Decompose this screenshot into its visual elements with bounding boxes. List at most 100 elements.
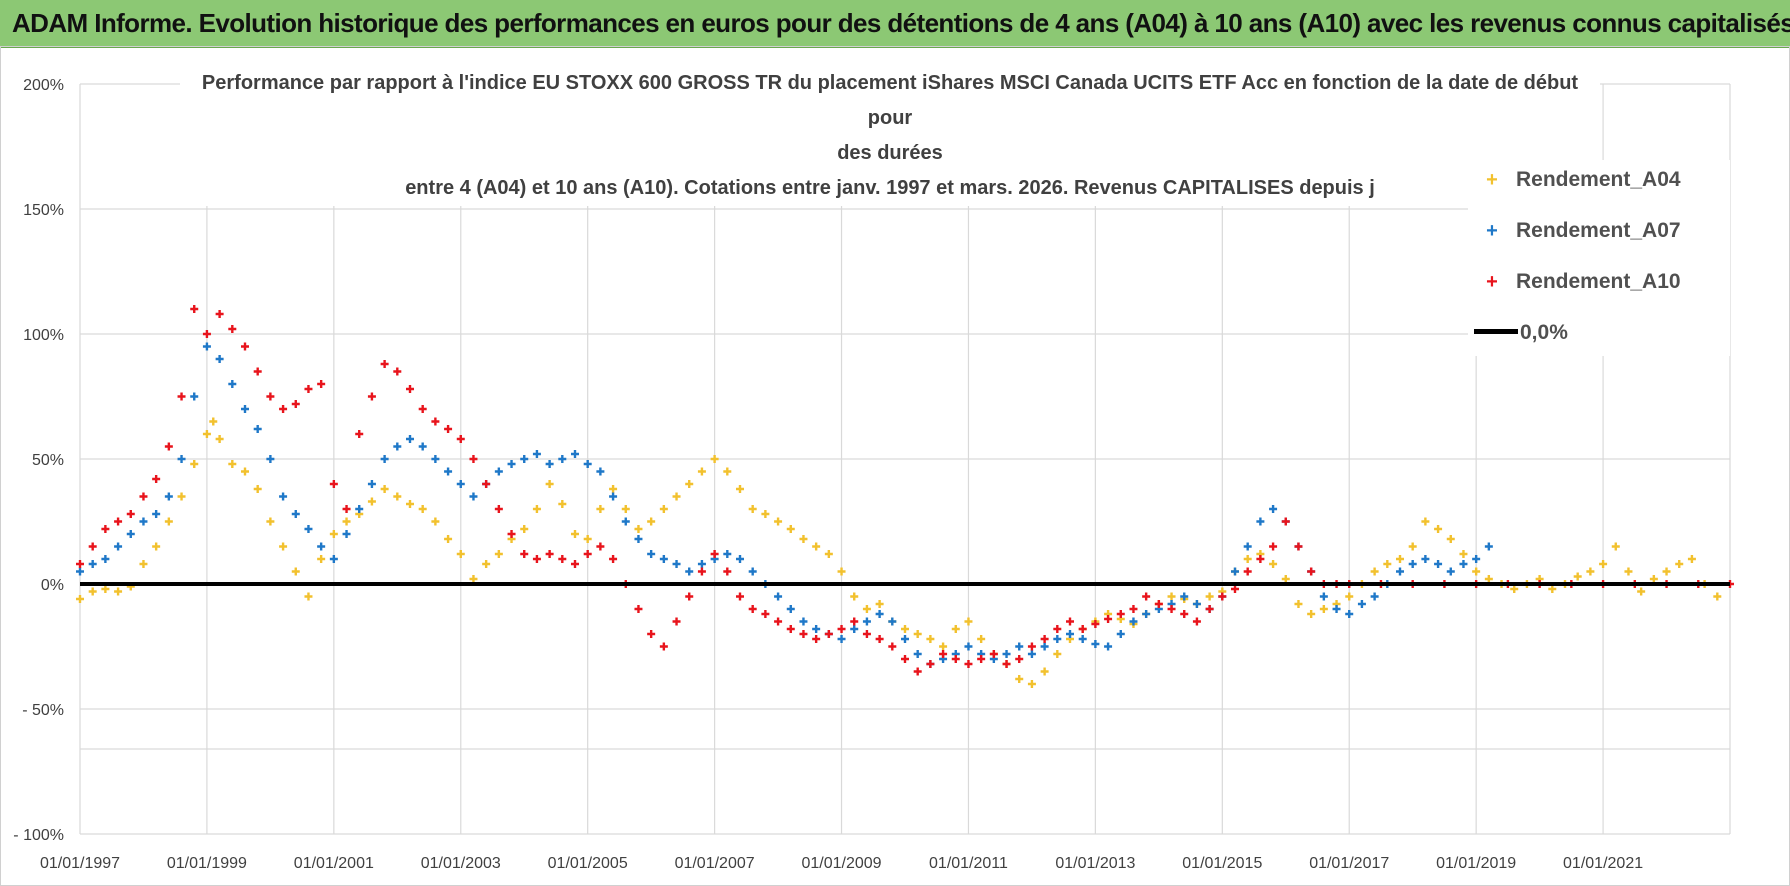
series-rendement-a10 — [76, 305, 1734, 676]
point-rendement-a04 — [482, 560, 491, 568]
point-rendement-a07 — [634, 535, 643, 543]
point-rendement-a07 — [609, 492, 618, 501]
point-rendement-a07 — [558, 455, 567, 463]
point-rendement-a04 — [1205, 592, 1214, 601]
point-rendement-a04 — [431, 517, 440, 526]
point-rendement-a07 — [901, 635, 909, 643]
point-rendement-a07 — [697, 560, 706, 568]
point-rendement-a07 — [101, 555, 110, 563]
point-rendement-a07 — [1040, 642, 1049, 651]
point-rendement-a04 — [1281, 575, 1290, 583]
point-rendement-a10 — [279, 405, 288, 413]
point-rendement-a10 — [659, 642, 668, 651]
legend: + Rendement_A04 + Rendement_A07 + Rendement… — [1468, 160, 1730, 356]
point-rendement-a04 — [1027, 680, 1036, 688]
point-rendement-a10 — [177, 392, 186, 401]
point-rendement-a04 — [736, 485, 744, 493]
point-rendement-a10 — [977, 655, 986, 663]
legend-item-a10: + Rendement_A10 — [1468, 262, 1680, 302]
point-rendement-a04 — [393, 492, 402, 501]
point-rendement-a10 — [1231, 585, 1239, 593]
point-rendement-a04 — [1611, 542, 1620, 551]
point-rendement-a07 — [647, 550, 656, 558]
point-rendement-a07 — [1015, 642, 1024, 651]
point-rendement-a07 — [202, 342, 211, 351]
banner: ADAM Informe. Evolution historique des p… — [0, 0, 1790, 48]
point-rendement-a04 — [1345, 592, 1354, 601]
x-tick-label: 01/01/2005 — [548, 855, 628, 872]
point-rendement-a10 — [862, 630, 871, 638]
point-rendement-a10 — [1281, 517, 1290, 526]
point-rendement-a07 — [380, 455, 389, 463]
point-rendement-a10 — [1269, 542, 1278, 551]
point-rendement-a04 — [76, 595, 84, 603]
point-rendement-a07 — [393, 442, 402, 451]
point-rendement-a10 — [824, 630, 833, 638]
chart-title-line-3: entre 4 (A04) et 10 ans (A10). Cotations… — [405, 177, 1375, 199]
point-rendement-a10 — [444, 425, 453, 433]
x-tick-label: 01/01/2007 — [675, 855, 755, 872]
point-rendement-a07 — [583, 460, 592, 468]
point-rendement-a10 — [139, 492, 148, 501]
point-rendement-a10 — [1015, 655, 1024, 663]
point-rendement-a04 — [697, 467, 706, 476]
point-rendement-a07 — [659, 555, 668, 563]
point-rendement-a10 — [101, 525, 110, 533]
point-rendement-a04 — [266, 517, 275, 526]
point-rendement-a04 — [1383, 560, 1392, 568]
point-rendement-a04 — [901, 625, 909, 633]
point-rendement-a07 — [367, 480, 376, 488]
point-rendement-a04 — [977, 635, 986, 643]
point-rendement-a10 — [152, 475, 161, 483]
point-rendement-a10 — [647, 630, 656, 638]
point-rendement-a10 — [1192, 617, 1201, 626]
banner-title: ADAM Informe. Evolution historique des p… — [12, 8, 1790, 38]
y-axis-ticks: 200% 150% 100% 50% 0% - 50% - 100% — [13, 77, 64, 844]
point-rendement-a07 — [1370, 592, 1379, 601]
point-rendement-a10 — [253, 367, 262, 376]
point-rendement-a10 — [126, 510, 135, 518]
point-rendement-a04 — [596, 505, 605, 513]
point-rendement-a04 — [456, 550, 465, 558]
point-rendement-a04 — [837, 567, 846, 576]
point-rendement-a10 — [1154, 600, 1163, 608]
point-rendement-a04 — [723, 467, 732, 476]
point-rendement-a07 — [812, 625, 821, 633]
x-tick-label: 01/01/2011 — [929, 855, 1008, 872]
point-rendement-a10 — [1294, 542, 1303, 551]
legend-line-zero — [1474, 328, 1518, 334]
point-rendement-a07 — [1078, 635, 1087, 643]
x-axis-ticks: 01/01/1997 01/01/1999 01/01/2001 01/01/2003… — [40, 855, 1643, 872]
point-rendement-a07 — [1027, 650, 1036, 658]
point-rendement-a04 — [1421, 517, 1430, 526]
point-rendement-a07 — [888, 617, 897, 626]
point-rendement-a04 — [215, 435, 224, 443]
point-rendement-a07 — [266, 455, 275, 463]
point-rendement-a07 — [152, 510, 161, 518]
point-rendement-a10 — [571, 560, 579, 568]
chart-title: Performance par rapport à l'indice EU ST… — [180, 66, 1600, 206]
point-rendement-a10 — [989, 650, 998, 658]
point-rendement-a04 — [558, 500, 567, 508]
point-rendement-a10 — [507, 530, 516, 538]
point-rendement-a07 — [532, 450, 541, 458]
point-rendement-a10 — [888, 642, 897, 651]
legend-label-zero: 0,0% — [1520, 321, 1568, 344]
point-rendement-a04 — [1586, 567, 1595, 576]
point-rendement-a10 — [520, 550, 529, 558]
point-rendement-a07 — [164, 492, 173, 501]
point-rendement-a10 — [558, 555, 567, 563]
point-rendement-a04 — [164, 517, 173, 526]
point-rendement-a07 — [1332, 605, 1341, 613]
point-rendement-a10 — [1243, 567, 1252, 576]
point-rendement-a04 — [1510, 585, 1519, 593]
point-rendement-a10 — [736, 592, 744, 601]
point-rendement-a07 — [799, 617, 808, 626]
legend-marker-a04: + — [1486, 169, 1498, 191]
point-rendement-a10 — [114, 517, 123, 526]
point-rendement-a10 — [1167, 605, 1176, 613]
point-rendement-a07 — [1472, 555, 1481, 563]
point-rendement-a04 — [875, 600, 884, 608]
point-rendement-a10 — [88, 542, 97, 551]
point-rendement-a07 — [964, 642, 973, 651]
